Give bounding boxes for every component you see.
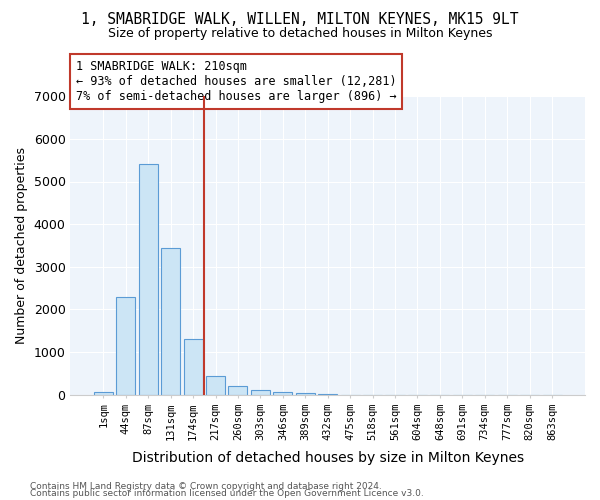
Y-axis label: Number of detached properties: Number of detached properties	[15, 147, 28, 344]
Bar	[139, 164, 158, 395]
Bar	[206, 376, 225, 395]
Text: Size of property relative to detached houses in Milton Keynes: Size of property relative to detached ho…	[108, 28, 492, 40]
Text: 1, SMABRIDGE WALK, WILLEN, MILTON KEYNES, MK15 9LT: 1, SMABRIDGE WALK, WILLEN, MILTON KEYNES…	[81, 12, 519, 28]
Text: Contains public sector information licensed under the Open Government Licence v3: Contains public sector information licen…	[30, 490, 424, 498]
Text: Contains HM Land Registry data © Crown copyright and database right 2024.: Contains HM Land Registry data © Crown c…	[30, 482, 382, 491]
Bar	[184, 340, 203, 395]
X-axis label: Distribution of detached houses by size in Milton Keynes: Distribution of detached houses by size …	[131, 451, 524, 465]
Bar	[251, 390, 270, 395]
Bar	[273, 392, 292, 395]
Text: 1 SMABRIDGE WALK: 210sqm
← 93% of detached houses are smaller (12,281)
7% of sem: 1 SMABRIDGE WALK: 210sqm ← 93% of detach…	[76, 60, 396, 104]
Bar	[296, 393, 315, 395]
Bar	[318, 394, 337, 395]
Bar	[229, 386, 247, 395]
Bar	[161, 248, 180, 395]
Bar	[94, 392, 113, 395]
Bar	[116, 296, 136, 395]
